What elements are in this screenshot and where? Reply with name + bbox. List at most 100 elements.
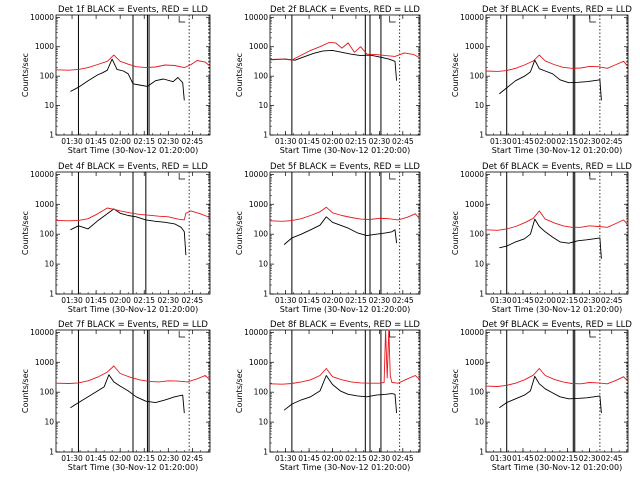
events-series-line <box>283 216 398 245</box>
bracket-mark <box>589 173 596 180</box>
y-tick-label: 1 <box>479 131 484 140</box>
x-tick-label: 01:45 <box>85 137 107 146</box>
events-series-line <box>269 49 398 81</box>
x-tick-label: 01:30 <box>275 454 297 463</box>
y-axis-label: Counts/sec <box>21 53 30 97</box>
plot-frame <box>269 171 421 295</box>
y-tick-label: 10 <box>44 418 54 427</box>
y-tick-label: 100 <box>254 388 269 397</box>
lld-series-line <box>485 54 629 72</box>
x-tick-label: 02:30 <box>579 454 601 463</box>
x-tick-label: 01:30 <box>61 137 83 146</box>
x-tick-label: 02:30 <box>579 137 601 146</box>
lld-series-line <box>55 365 211 384</box>
y-tick-label: 1000 <box>249 42 268 51</box>
bracket-mark <box>178 331 186 338</box>
events-series-line <box>499 59 602 101</box>
y-axis-label: Counts/sec <box>235 369 244 413</box>
x-tick-label: 02:30 <box>369 137 391 146</box>
panel-title: Det 9f BLACK = Events, RED = LLD <box>482 320 632 330</box>
x-tick-label: 02:00 <box>322 137 344 146</box>
detector-panel: Det 3f BLACK = Events, RED = LLD 1 10 100 10… <box>451 5 632 155</box>
plot-frame <box>485 171 629 295</box>
y-tick-label: 100 <box>470 388 485 397</box>
panel-title: Det 6f BLACK = Events, RED = LLD <box>482 162 632 172</box>
x-tick-label: 01:45 <box>298 137 320 146</box>
x-tick-label: 01:45 <box>298 454 320 463</box>
x-tick-label: 02:15 <box>345 296 367 305</box>
detector-panel: Det 4f BLACK = Events, RED = LLD 1 10 100 10… <box>21 162 211 314</box>
detector-panel: Det 8f BLACK = Events, RED = LLD 1 10 100 10… <box>235 320 420 472</box>
y-tick-label: 1000 <box>249 200 268 209</box>
panel-title: Det 7f BLACK = Events, RED = LLD <box>58 320 208 330</box>
y-axis-label: Counts/sec <box>235 211 244 255</box>
plot-frame <box>269 14 421 136</box>
x-tick-label: 02:15 <box>133 137 155 146</box>
y-tick-label: 10000 <box>30 328 54 337</box>
x-tick-label: 02:15 <box>557 454 579 463</box>
y-tick-label: 10000 <box>244 170 268 179</box>
x-tick-label: 02:30 <box>579 296 601 305</box>
y-tick-label: 10 <box>474 418 484 427</box>
x-tick-label: 02:30 <box>157 454 179 463</box>
x-tick-label: 02:00 <box>109 296 131 305</box>
y-tick-label: 1 <box>49 131 54 140</box>
y-axis-label: Counts/sec <box>451 53 460 97</box>
lld-series-line <box>269 329 421 385</box>
panel-title: Det 4f BLACK = Events, RED = LLD <box>58 162 208 172</box>
x-tick-label: 01:30 <box>490 137 512 146</box>
events-series-line <box>70 58 185 101</box>
x-tick-label: 02:30 <box>157 296 179 305</box>
y-tick-label: 10 <box>474 260 484 269</box>
y-tick-label: 1000 <box>35 200 54 209</box>
x-axis-label: Start Time (30-Nov-12 01:20:00) <box>492 146 622 155</box>
x-tick-label: 02:45 <box>601 137 623 146</box>
y-tick-label: 1 <box>49 448 54 457</box>
bracket-mark <box>178 16 186 23</box>
x-axis-label: Start Time (30-Nov-12 01:20:00) <box>492 463 622 472</box>
y-tick-label: 100 <box>470 230 485 239</box>
detector-panel: Det 2f BLACK = Events, RED = LLD 1 10 100 10… <box>235 5 420 155</box>
y-tick-label: 10000 <box>30 13 54 22</box>
x-tick-label: 02:00 <box>322 296 344 305</box>
x-tick-label: 02:30 <box>369 296 391 305</box>
y-axis-label: Counts/sec <box>21 211 30 255</box>
x-tick-label: 02:15 <box>345 454 367 463</box>
x-tick-label: 01:45 <box>85 296 107 305</box>
x-tick-label: 01:45 <box>298 296 320 305</box>
y-tick-label: 1 <box>263 290 268 299</box>
y-tick-label: 10 <box>258 418 268 427</box>
plot-frame <box>269 329 421 453</box>
x-tick-label: 02:15 <box>133 296 155 305</box>
y-tick-label: 1000 <box>465 358 484 367</box>
y-tick-label: 10000 <box>244 13 268 22</box>
x-tick-label: 02:45 <box>601 454 623 463</box>
panel-title: Det 1f BLACK = Events, RED = LLD <box>58 5 208 15</box>
events-series-line <box>283 375 398 414</box>
x-axis-label: Start Time (30-Nov-12 01:20:00) <box>492 305 622 314</box>
x-tick-label: 02:00 <box>534 296 556 305</box>
panel-title: Det 3f BLACK = Events, RED = LLD <box>482 5 632 15</box>
x-tick-label: 02:45 <box>182 296 204 305</box>
x-tick-label: 02:45 <box>182 454 204 463</box>
lld-series-line <box>55 54 211 71</box>
x-axis-label: Start Time (30-Nov-12 01:20:00) <box>68 305 198 314</box>
x-tick-label: 01:45 <box>512 137 534 146</box>
x-tick-label: 02:15 <box>557 137 579 146</box>
x-axis-label: Start Time (30-Nov-12 01:20:00) <box>68 463 198 472</box>
events-series-line <box>499 218 602 259</box>
y-tick-label: 10 <box>474 101 484 110</box>
detector-panel: Det 1f BLACK = Events, RED = LLD 1 10 100 10… <box>21 5 211 155</box>
x-tick-label: 02:45 <box>601 296 623 305</box>
bracket-mark <box>389 16 396 23</box>
y-tick-label: 10 <box>258 260 268 269</box>
y-tick-label: 1 <box>49 290 54 299</box>
x-tick-label: 02:00 <box>109 137 131 146</box>
events-series-line <box>499 375 602 414</box>
y-tick-label: 1000 <box>35 358 54 367</box>
y-tick-label: 10000 <box>30 170 54 179</box>
y-tick-label: 10 <box>44 260 54 269</box>
y-tick-label: 1000 <box>465 42 484 51</box>
bracket-mark <box>178 173 186 180</box>
